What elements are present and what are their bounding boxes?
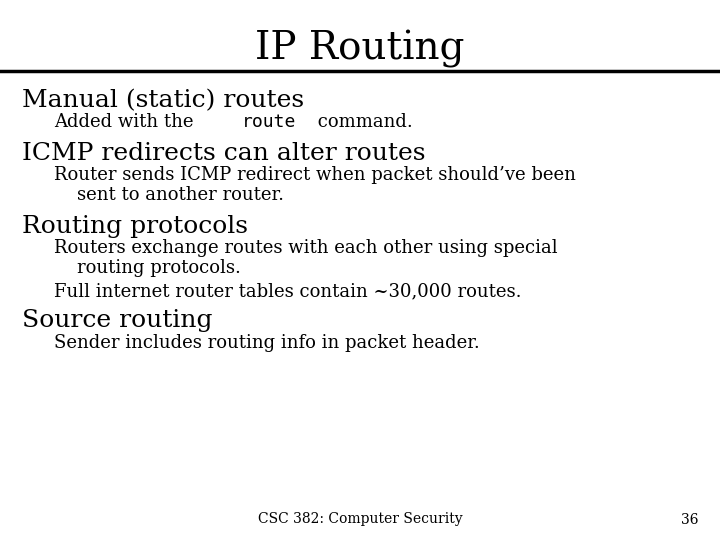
Text: Routers exchange routes with each other using special: Routers exchange routes with each other … bbox=[54, 239, 557, 256]
Text: ICMP redirects can alter routes: ICMP redirects can alter routes bbox=[22, 142, 425, 165]
Text: CSC 382: Computer Security: CSC 382: Computer Security bbox=[258, 512, 462, 526]
Text: 36: 36 bbox=[681, 512, 698, 526]
Text: IP Routing: IP Routing bbox=[256, 30, 464, 68]
Text: Manual (static) routes: Manual (static) routes bbox=[22, 89, 304, 112]
Text: routing protocols.: routing protocols. bbox=[54, 259, 241, 277]
Text: command.: command. bbox=[312, 113, 413, 131]
Text: Added with the: Added with the bbox=[54, 113, 199, 131]
Text: Full internet router tables contain ~30,000 routes.: Full internet router tables contain ~30,… bbox=[54, 282, 521, 300]
Text: Source routing: Source routing bbox=[22, 309, 212, 332]
Text: sent to another router.: sent to another router. bbox=[54, 186, 284, 204]
Text: Routing protocols: Routing protocols bbox=[22, 215, 248, 238]
Text: route: route bbox=[241, 113, 296, 131]
Text: Sender includes routing info in packet header.: Sender includes routing info in packet h… bbox=[54, 334, 480, 352]
Text: Router sends ICMP redirect when packet should’ve been: Router sends ICMP redirect when packet s… bbox=[54, 166, 576, 184]
